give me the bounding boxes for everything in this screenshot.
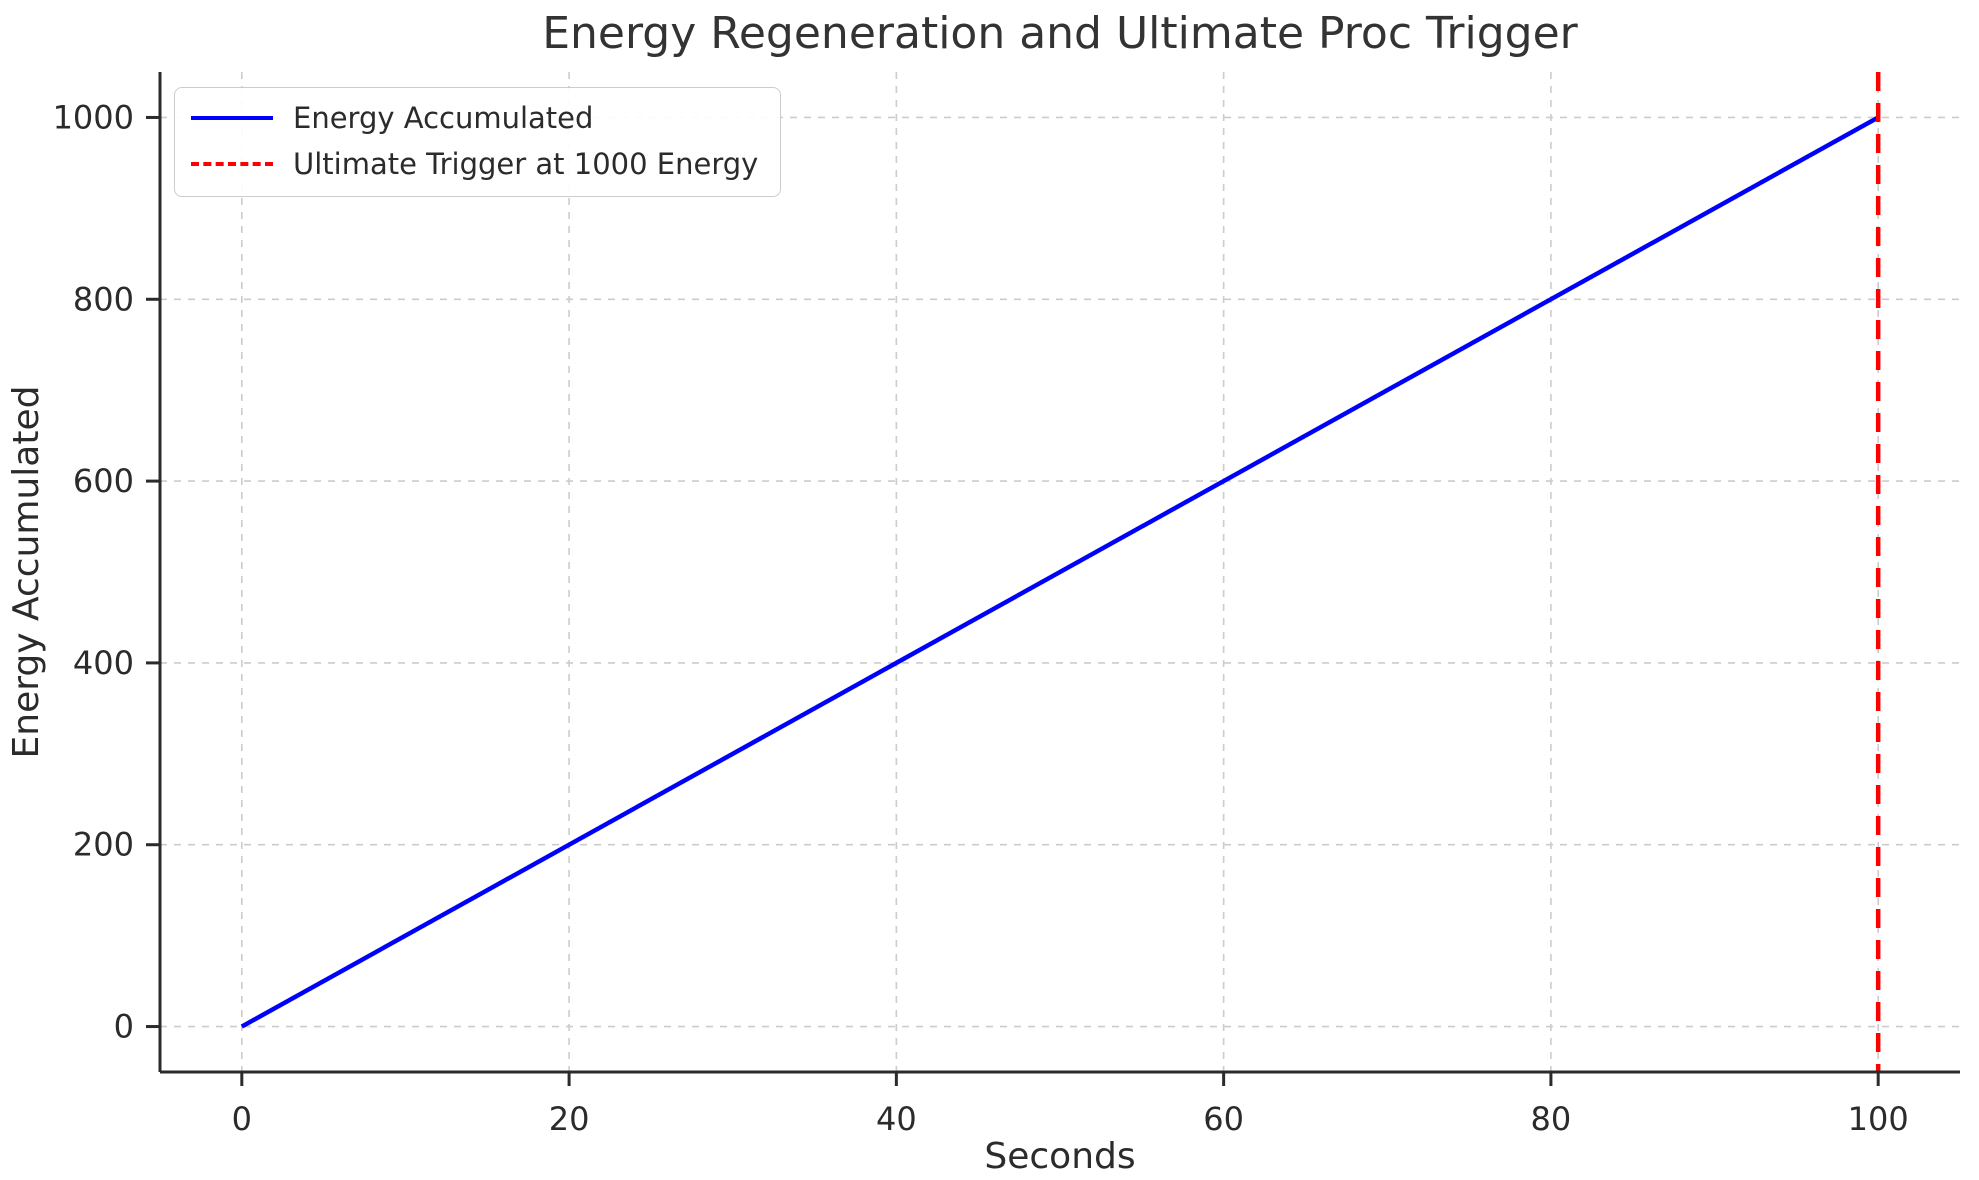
legend-item-energy-accumulated: Energy Accumulated [191, 98, 758, 138]
y-tick-label: 600 [73, 462, 134, 500]
x-axis-label: Seconds [984, 1136, 1135, 1177]
x-tick-label: 0 [232, 1100, 252, 1138]
x-tick-label: 40 [876, 1100, 917, 1138]
data-series [240, 72, 1881, 1072]
y-tick-label: 400 [73, 644, 134, 682]
legend-dashed-line-sample [191, 162, 273, 166]
x-tick-label: 100 [1848, 1100, 1909, 1138]
legend-label: Ultimate Trigger at 1000 Energy [293, 147, 759, 181]
legend-label: Energy Accumulated [293, 101, 594, 135]
x-tick-label: 20 [549, 1100, 590, 1138]
x-tick-label: 80 [1531, 1100, 1572, 1138]
axes-spines [146, 72, 1960, 1086]
y-tick-label: 200 [73, 826, 134, 864]
chart-title: Energy Regeneration and Ultimate Proc Tr… [542, 8, 1578, 59]
legend-item-ultimate-trigger: Ultimate Trigger at 1000 Energy [191, 144, 758, 184]
y-tick-label: 800 [73, 280, 134, 318]
energy-line [240, 115, 1880, 1029]
y-tick-label: 0 [114, 1008, 134, 1046]
y-tick-label: 1000 [53, 98, 134, 136]
legend: Energy Accumulated Ultimate Trigger at 1… [174, 87, 782, 197]
legend-solid-line-sample [191, 116, 273, 120]
x-tick-label: 60 [1203, 1100, 1244, 1138]
y-axis-label: Energy Accumulated [6, 386, 47, 759]
